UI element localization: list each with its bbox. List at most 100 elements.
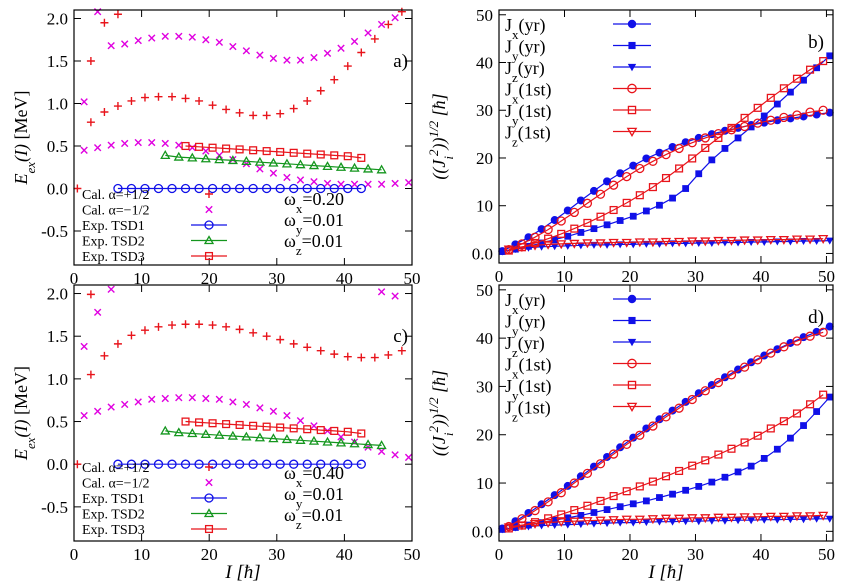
data-point (688, 461, 697, 470)
data-point (582, 517, 593, 527)
data-point (364, 29, 372, 37)
data-point (627, 105, 637, 115)
data-point (726, 370, 737, 380)
data-point (357, 48, 366, 57)
data-point (343, 152, 352, 161)
data-point (700, 514, 711, 524)
data-point (391, 13, 399, 22)
data-point (779, 84, 788, 93)
data-point (127, 331, 136, 340)
data-point (80, 411, 88, 420)
data-point (616, 217, 624, 224)
y-tick-label: 20 (476, 149, 493, 168)
data-point (167, 459, 177, 469)
data-point (590, 225, 598, 233)
data-point (188, 393, 196, 402)
data-point (569, 478, 579, 488)
series (80, 285, 399, 351)
data-point (262, 459, 272, 469)
data-point (329, 183, 339, 194)
data-point (349, 438, 360, 448)
series (80, 8, 399, 106)
data-point (779, 342, 789, 352)
data-point (786, 516, 795, 524)
data-point (674, 143, 684, 154)
data-point (556, 518, 567, 527)
data-point (765, 512, 776, 522)
y-tick-label: 0.0 (472, 244, 493, 263)
data-point (542, 518, 554, 528)
data-point (778, 235, 790, 245)
data-point (181, 417, 190, 426)
data-point (316, 150, 325, 159)
data-point (595, 516, 606, 526)
data-point (242, 400, 251, 409)
data-point (583, 501, 592, 510)
data-point (818, 235, 829, 244)
data-point (813, 64, 821, 72)
legend-label: Jy(1st) (505, 376, 552, 403)
panel-label: a) (393, 51, 408, 72)
data-point (80, 146, 88, 154)
data-point (589, 186, 598, 195)
series (504, 57, 828, 255)
data-point (268, 433, 279, 443)
data-point (330, 151, 339, 160)
data-point (316, 459, 326, 469)
data-point (720, 239, 729, 247)
data-point (173, 151, 184, 161)
data-point (726, 236, 737, 246)
data-point (564, 514, 572, 522)
data-point (268, 157, 279, 167)
data-point (675, 164, 684, 173)
data-point (113, 459, 123, 469)
data-point (608, 516, 619, 526)
x-tick-label: 10 (133, 545, 150, 564)
data-point (222, 322, 231, 331)
data-point (766, 93, 775, 102)
x-tick-label: 10 (133, 269, 150, 288)
data-point (296, 416, 305, 425)
data-point (308, 160, 320, 170)
data-point (275, 183, 285, 194)
data-point (343, 427, 352, 436)
data-point (357, 153, 366, 162)
x-tick-label: 40 (752, 267, 769, 286)
data-point (283, 173, 291, 182)
y-tick-label: 1.5 (47, 327, 68, 346)
data-point (655, 240, 664, 248)
data-point (538, 239, 545, 247)
data-point (86, 370, 95, 379)
data-point (760, 455, 768, 462)
data-point (370, 34, 379, 43)
data-point (529, 241, 541, 251)
data-point (205, 463, 213, 471)
data-point (281, 158, 293, 168)
data-point (73, 460, 82, 469)
data-point (792, 336, 802, 346)
data-point (647, 515, 659, 525)
data-point (322, 436, 333, 446)
legend-label: Cal. α=−1/2 (82, 204, 149, 219)
data-point (616, 503, 624, 511)
data-point (376, 440, 387, 450)
data-point (384, 20, 393, 29)
data-point (289, 339, 298, 348)
data-point (289, 424, 298, 433)
data-point (364, 180, 372, 188)
data-point (635, 163, 645, 174)
data-point (740, 438, 749, 447)
data-point (826, 52, 834, 60)
data-point (188, 144, 196, 152)
data-point (713, 236, 724, 246)
data-point (727, 123, 736, 132)
data-point (303, 96, 312, 105)
data-point (113, 339, 122, 348)
data-point (262, 111, 271, 120)
data-point (195, 142, 204, 151)
data-point (140, 93, 149, 102)
x-axis-label: I [ħ] (647, 562, 683, 583)
data-point (804, 235, 816, 245)
series (86, 290, 95, 299)
data-point (349, 162, 360, 172)
